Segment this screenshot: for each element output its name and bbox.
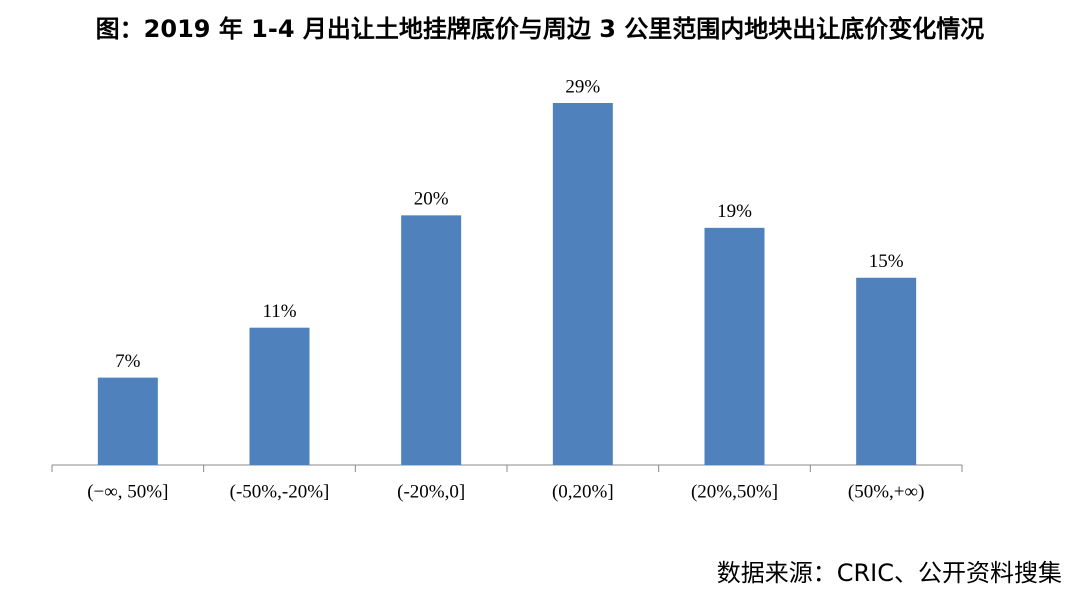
source-note: 数据来源：CRIC、公开资料搜集 <box>717 559 1062 587</box>
x-tick-label: (0,20%] <box>552 481 614 502</box>
bar <box>856 277 917 465</box>
value-label: 29% <box>565 76 600 97</box>
x-tick-label: (50%,+∞) <box>848 481 925 502</box>
x-tick-label: (−∞, 50%] <box>87 481 168 502</box>
value-label: 11% <box>262 301 296 322</box>
value-label: 7% <box>115 351 141 372</box>
value-label: 15% <box>869 251 904 272</box>
x-tick-label: (-20%,0] <box>397 481 465 502</box>
value-label: 20% <box>414 189 449 210</box>
bar <box>704 227 765 465</box>
chart-title: 图：2019 年 1-4 月出让土地挂牌底价与周边 3 公里范围内地块出让底价变… <box>96 15 985 43</box>
x-tick-label: (20%,50%] <box>691 481 778 502</box>
x-tick-label: (-50%,-20%] <box>230 481 330 502</box>
bar <box>97 377 158 465</box>
value-label: 19% <box>717 201 752 222</box>
bar <box>552 103 613 465</box>
bar <box>249 327 310 465</box>
bar <box>401 215 462 465</box>
